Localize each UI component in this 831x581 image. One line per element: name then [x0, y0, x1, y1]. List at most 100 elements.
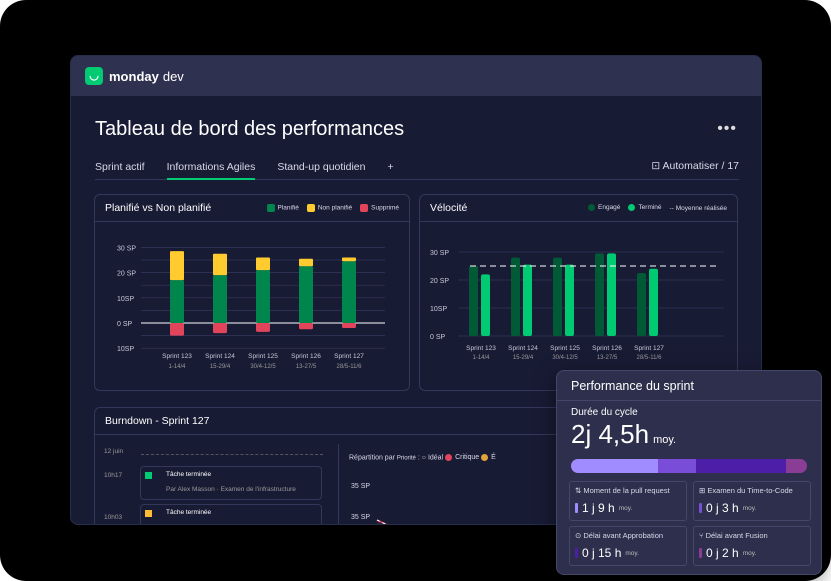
bar-removed: [213, 323, 227, 334]
breakdown-segment: [696, 459, 786, 473]
y-tick: 10SP: [117, 296, 134, 303]
event-author: Par Alex Masson: [166, 486, 215, 493]
bar-unplanned: [342, 257, 356, 262]
top-bar: ◡ monday dev: [71, 56, 761, 96]
bar-removed: [299, 323, 313, 330]
metric-tile[interactable]: ⊞ Examen du Time-to-Code 0 j 3 h moy.: [693, 481, 811, 521]
bar-unplanned: [256, 257, 270, 271]
y-tick: 20 SP: [430, 278, 449, 285]
tile-value: 0 j 2 h: [706, 546, 739, 560]
x-tick-date: 1-14/4: [472, 355, 490, 361]
cycle-breakdown-bar: [571, 459, 807, 473]
x-tick-label: Sprint 127: [334, 353, 364, 360]
chart-title: Vélocité: [430, 202, 468, 214]
breakdown-segment: [571, 459, 659, 473]
planned-chart-panel: Planifié vs Non planifié Planifié Non pl…: [94, 194, 410, 391]
metric-value: 2j 4,5h moy.: [571, 419, 677, 449]
bar-unplanned: [213, 253, 227, 276]
x-tick-date: 30/4-12/5: [250, 364, 276, 370]
bar-engaged: [595, 253, 604, 336]
tab-stand-up[interactable]: Stand-up quotidien: [277, 161, 366, 173]
tile-label: Moment de la pull request: [583, 486, 670, 495]
robot-icon: ⊡: [651, 160, 663, 172]
x-tick-label: Sprint 125: [550, 345, 580, 352]
x-tick-label: Sprint 127: [634, 345, 664, 352]
bar-planned: [256, 270, 270, 323]
tab-informations-agiles[interactable]: Informations Agiles: [166, 160, 256, 180]
breakdown-segment: [658, 459, 697, 473]
legend-planned: Planifié: [266, 204, 299, 212]
x-tick-label: Sprint 123: [162, 353, 192, 360]
app-window: ◡ monday dev Tableau de bord des perform…: [70, 55, 762, 525]
x-tick-date: 28/5-11/6: [637, 355, 663, 361]
add-tab-button[interactable]: +: [387, 161, 394, 173]
tile-label: Délai avant Approbation: [583, 531, 664, 540]
legend-other: É: [481, 454, 496, 461]
tile-label: Délai avant Fusion: [705, 531, 768, 540]
x-tick-date: 15-29/4: [513, 355, 534, 361]
event-title: Tâche terminée: [166, 509, 212, 516]
planned-chart: 30 SP 20 SP 10SP 0 SP 10SP Sprint 123 1-14/4 Sp…: [117, 245, 385, 370]
x-tick-label: Sprint 126: [291, 353, 321, 360]
divider: [141, 454, 323, 455]
burndown-legend: Répartition par Priorité : ○ Idéal Criti…: [349, 454, 496, 461]
pull-request-icon: ⇅: [575, 486, 582, 495]
sprint-performance-card: Performance du sprint Durée du cycle 2j …: [556, 370, 822, 575]
legend-average: -- Moyenne réalisée: [669, 204, 727, 212]
split-select[interactable]: Priorité: [396, 455, 416, 462]
x-tick-label: Sprint 123: [466, 345, 496, 352]
x-tick-date: 1-14/4: [168, 364, 186, 370]
legend-done: Terminé: [628, 204, 662, 212]
bar-planned: [213, 275, 227, 323]
code-review-icon: ⊞: [699, 486, 706, 495]
tile-value: 1 j 9 h: [582, 501, 615, 515]
color-marker: [575, 503, 578, 513]
event-card[interactable]: Tâche terminée: [140, 504, 322, 524]
split-label: Répartition par: [349, 454, 395, 462]
more-horizontal-icon[interactable]: •••: [717, 120, 737, 137]
bar-removed: [170, 323, 184, 336]
event-title: Tâche terminée: [166, 471, 212, 478]
breakdown-segment: [785, 459, 807, 473]
burndown-line: [376, 519, 388, 524]
automate-label: Automatiser / 17: [662, 160, 739, 172]
tile-value: 0 j 3 h: [706, 501, 739, 515]
tile-label: Examen du Time-to-Code: [707, 486, 793, 495]
x-tick-date: 13-27/5: [296, 364, 317, 370]
metric-tile[interactable]: ⊙ Délai avant Approbation 0 j 15 h moy.: [569, 526, 687, 566]
y-tick: 35 SP: [351, 514, 371, 521]
status-icon: [145, 472, 152, 479]
y-tick: 20 SP: [117, 271, 136, 278]
color-marker: [575, 548, 578, 558]
page-title: Tableau de bord des performances: [95, 118, 405, 140]
x-tick-label: Sprint 125: [248, 353, 278, 360]
bar-engaged: [637, 273, 646, 336]
x-tick-date: 28/5-11/6: [337, 364, 363, 370]
y-tick: 0 SP: [117, 321, 133, 328]
tab-bar: Sprint actif Informations Agiles Stand-u…: [95, 160, 739, 180]
tile-unit: moy.: [618, 504, 633, 512]
color-marker: [699, 503, 702, 513]
color-marker: [699, 548, 702, 558]
event-card[interactable]: Tâche terminée Par Alex Masson · Examen …: [140, 466, 322, 500]
chart-legend: Planifié Non planifié Supprimé: [266, 204, 399, 212]
merge-icon: ⑂: [699, 531, 704, 540]
activity-feed: 12 juin 10h17 Tâche terminée Par Alex Ma…: [95, 444, 339, 524]
bar-engaged: [553, 257, 562, 336]
automate-button[interactable]: ⊡ Automatiser / 17: [651, 160, 739, 172]
card-title: Performance du sprint: [557, 371, 821, 401]
event-item: Examen de l'infrastructure: [220, 486, 296, 493]
bar-unplanned: [170, 251, 184, 281]
x-tick-label: Sprint 126: [592, 345, 622, 352]
velocity-chart: 30 SP 20 SP 10SP 0 SP Sprint 123 1-14/4 Sprint…: [430, 250, 724, 361]
bar-engaged: [469, 266, 478, 336]
bar-done: [523, 264, 532, 336]
legend-removed: Supprimé: [360, 204, 399, 212]
x-tick-label: Sprint 124: [205, 353, 235, 360]
tab-sprint-actif[interactable]: Sprint actif: [95, 161, 145, 173]
legend-critical: Critique: [445, 454, 479, 461]
metric-tile[interactable]: ⇅ Moment de la pull request 1 j 9 h moy.: [569, 481, 687, 521]
bar-removed: [342, 323, 356, 329]
metric-tile[interactable]: ⑂ Délai avant Fusion 0 j 2 h moy.: [693, 526, 811, 566]
tile-value: 0 j 15 h: [582, 546, 622, 560]
